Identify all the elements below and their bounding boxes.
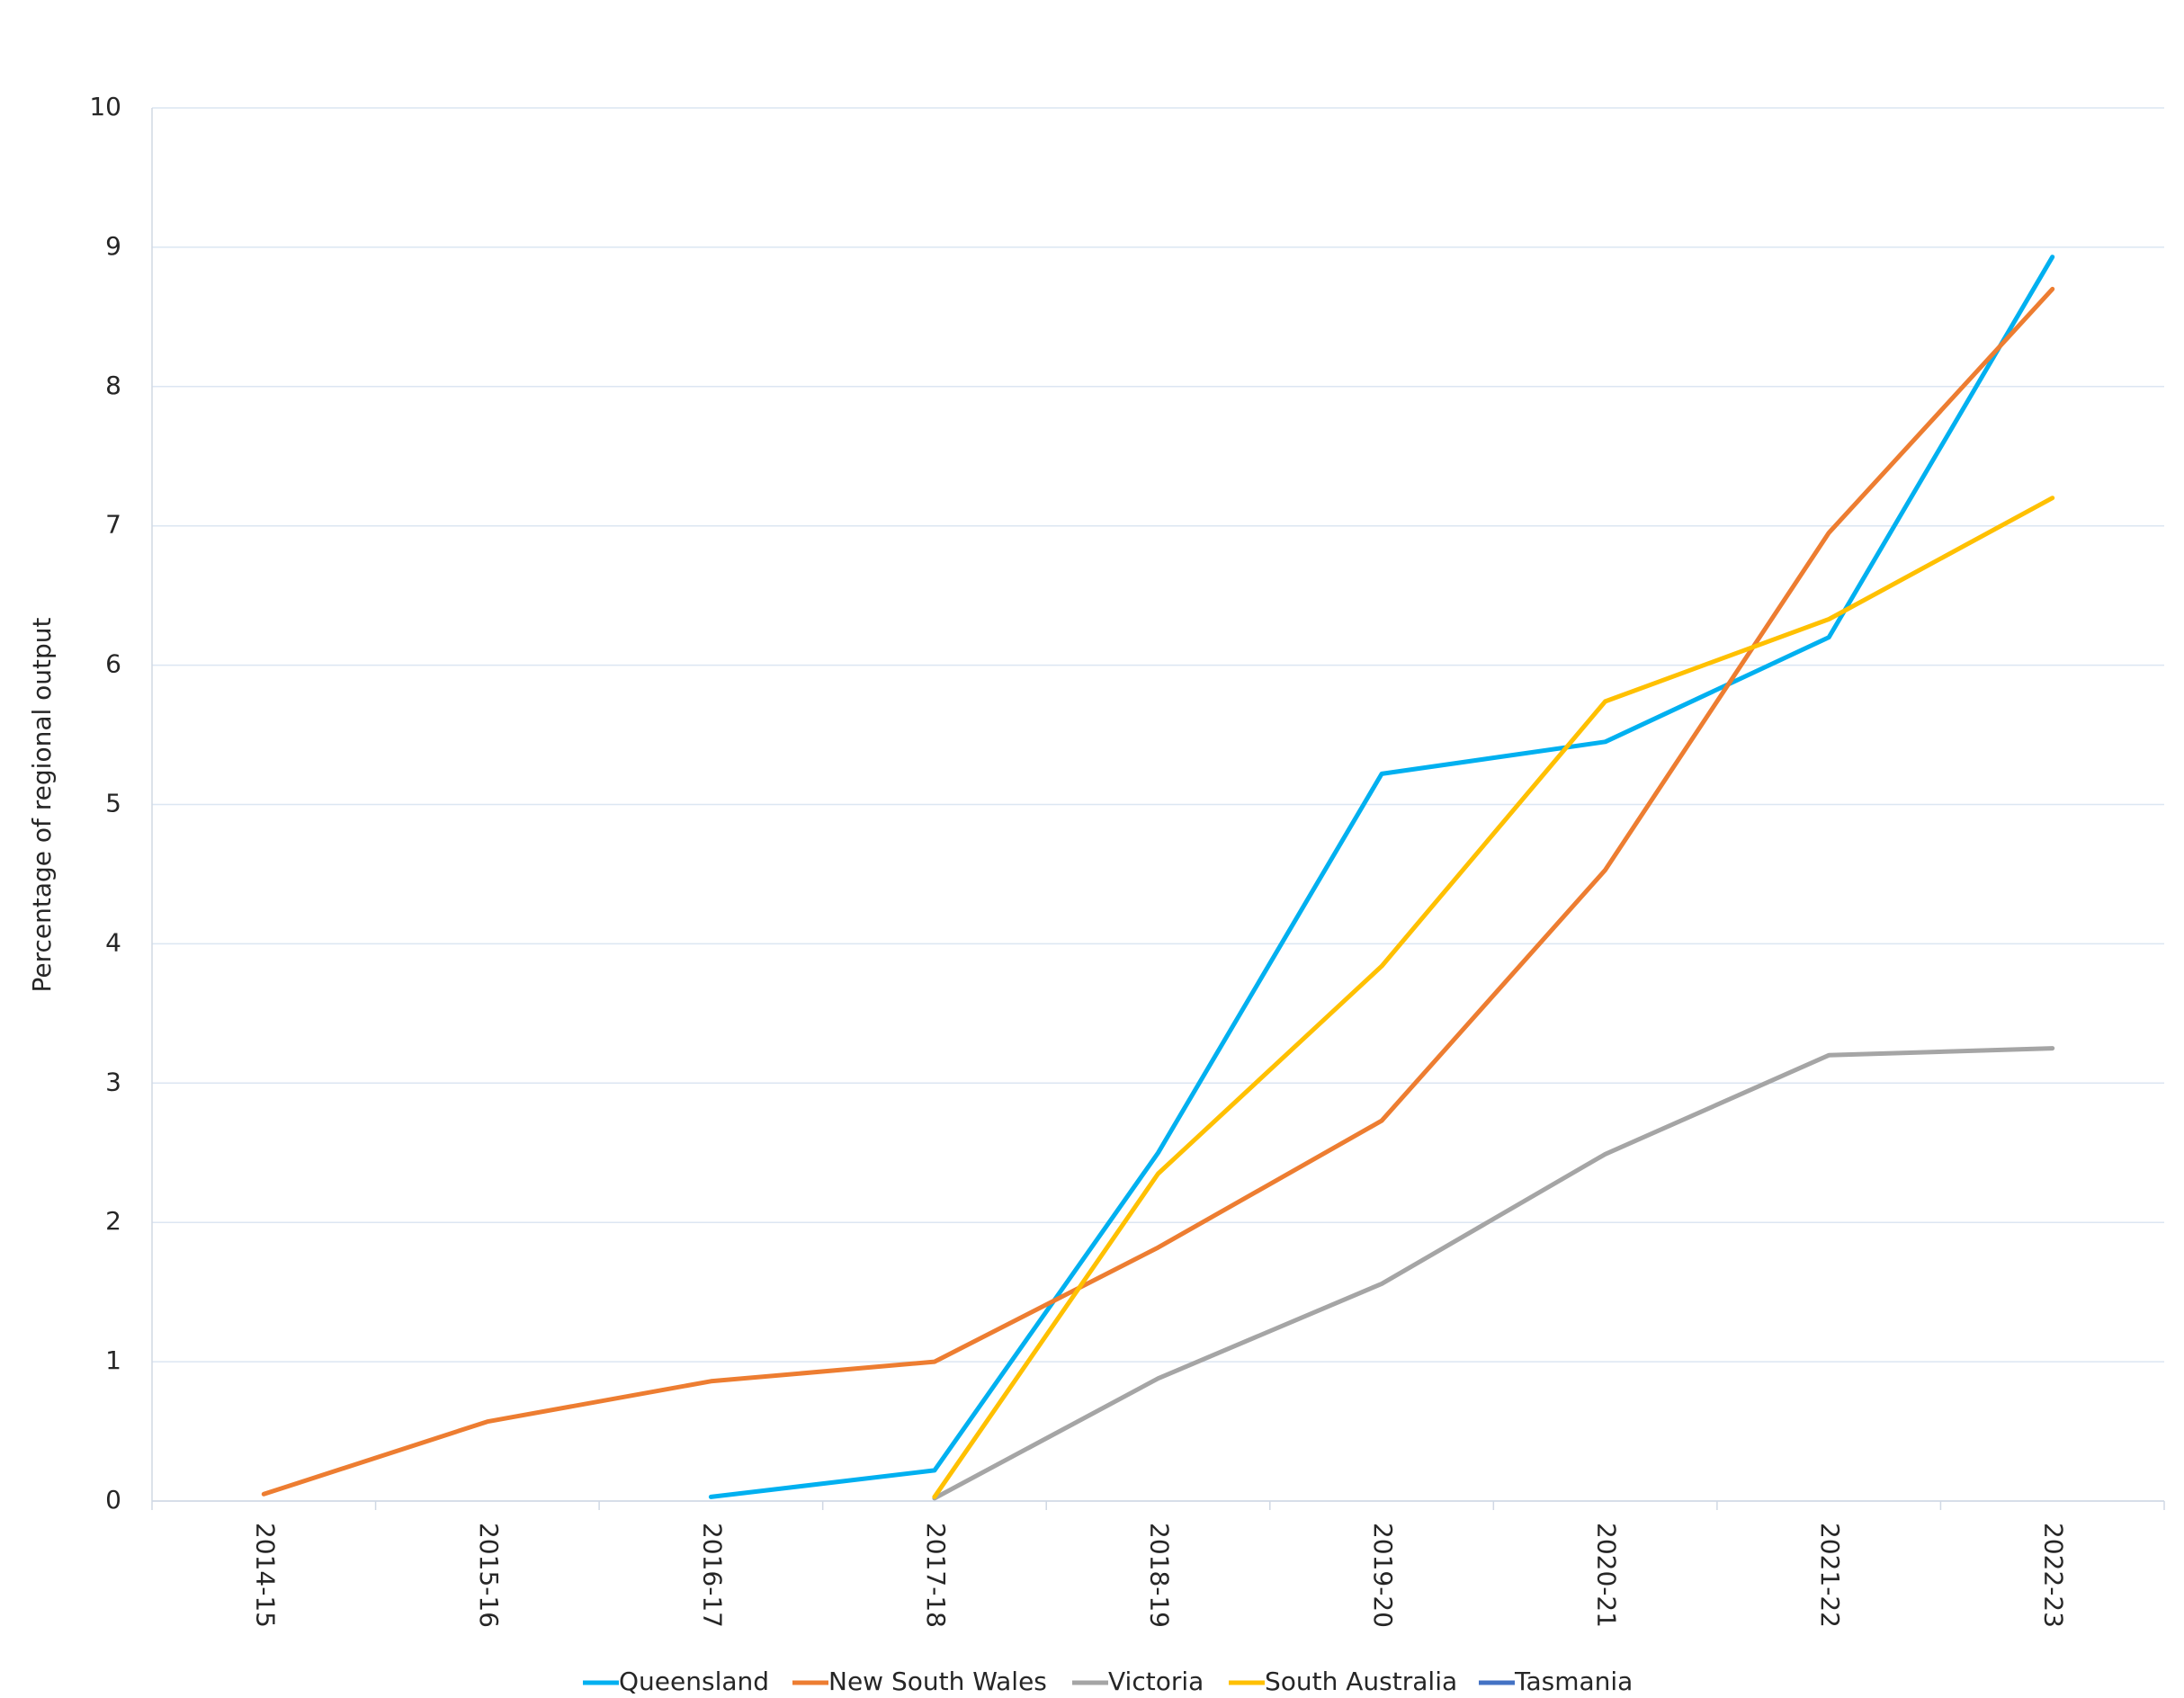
x-tick-label: 2015-16	[474, 1523, 504, 1628]
y-tick-label: 3	[105, 1067, 121, 1096]
legend-label: Victoria	[1108, 1667, 1204, 1696]
y-tick-label: 9	[105, 231, 121, 261]
y-tick-label: 6	[105, 649, 121, 679]
x-tick-label: 2020-21	[1592, 1523, 1622, 1628]
x-tick-label: 2018-19	[1145, 1523, 1175, 1628]
x-tick-label: 2016-17	[697, 1523, 727, 1628]
x-tick-label: 2017-18	[921, 1523, 951, 1628]
x-tick-label: 2014-15	[250, 1523, 280, 1628]
y-axis-label: Percentage of regional output	[27, 617, 57, 992]
legend-label: Tasmania	[1514, 1667, 1633, 1696]
y-tick-label: 10	[89, 92, 121, 121]
y-tick-label: 4	[105, 927, 121, 957]
y-tick-label: 0	[105, 1485, 121, 1515]
legend-label: Queensland	[619, 1667, 769, 1696]
x-tick-label: 2019-20	[1368, 1523, 1398, 1628]
y-tick-label: 7	[105, 510, 121, 540]
series-line	[932, 1046, 2055, 1501]
y-tick-label: 1	[105, 1345, 121, 1375]
legend-label: South Australia	[1265, 1667, 1457, 1696]
series-line	[932, 496, 2055, 1499]
x-tick-label: 2022-23	[2039, 1523, 2069, 1628]
legend-label: New South Wales	[828, 1667, 1047, 1696]
y-tick-label: 2	[105, 1206, 121, 1236]
series-line	[261, 286, 2055, 1497]
x-tick-label: 2021-22	[1815, 1523, 1845, 1628]
series-line	[708, 255, 2055, 1499]
y-tick-label: 5	[105, 789, 121, 818]
y-tick-label: 8	[105, 371, 121, 400]
